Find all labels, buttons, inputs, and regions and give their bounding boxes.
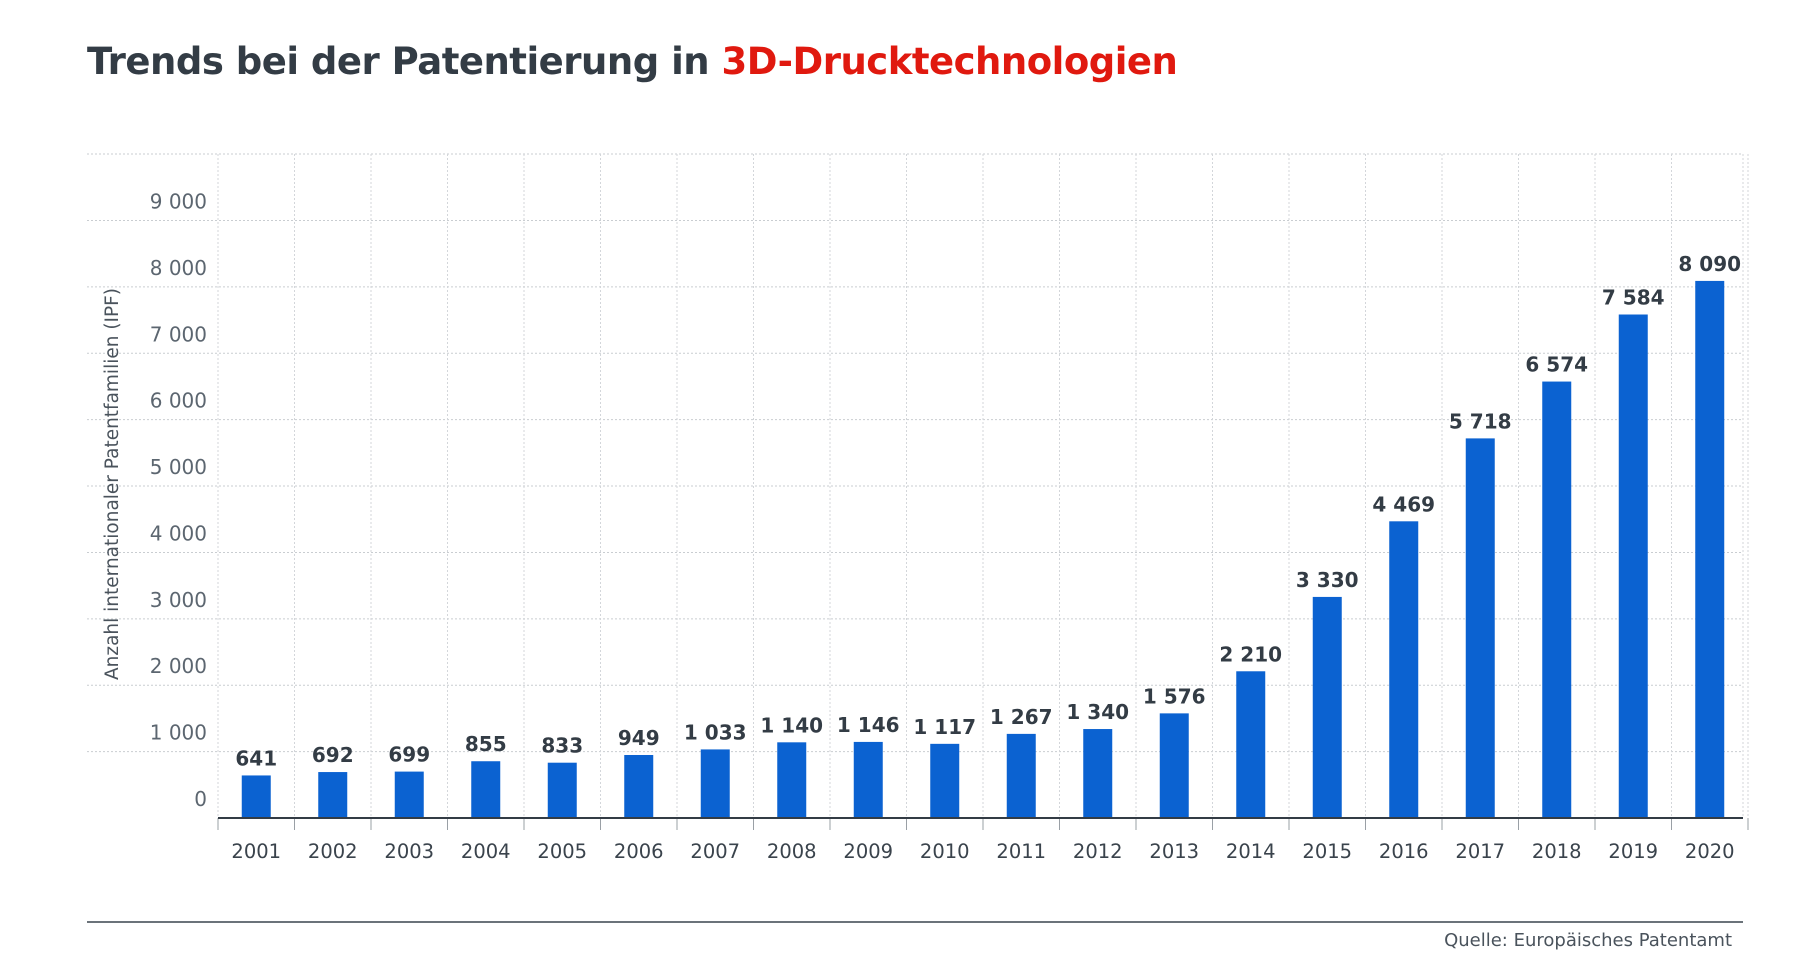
data-label-2004: 855 <box>465 732 507 756</box>
bar-chart: 0 1 000 2 000 3 000 4 000 5 000 6 000 7 000 8 00… <box>87 153 1749 863</box>
data-label-2013: 1 576 <box>1143 684 1206 708</box>
y-tick-label: 3 000 <box>150 588 207 612</box>
y-tick-label: 9 000 <box>150 190 207 214</box>
x-tick-label-2019: 2019 <box>1608 840 1658 863</box>
data-label-2005: 833 <box>541 734 583 758</box>
bar-2003 <box>394 771 424 818</box>
footer-divider <box>87 921 1743 923</box>
data-label-2007: 1 033 <box>684 720 747 744</box>
data-label-2017: 5 718 <box>1449 409 1512 433</box>
data-label-2010: 1 117 <box>913 715 976 739</box>
bar-2001 <box>241 775 271 818</box>
x-tick-label-2005: 2005 <box>537 840 587 863</box>
source-note: Quelle: Europäisches Patentamt <box>1444 930 1732 951</box>
x-tick-label-2016: 2016 <box>1379 840 1429 863</box>
data-label-2019: 7 584 <box>1602 286 1665 310</box>
data-label-2001: 641 <box>235 746 277 770</box>
data-label-2012: 1 340 <box>1066 700 1129 724</box>
x-tick-label-2017: 2017 <box>1455 840 1505 863</box>
x-tick-label-2002: 2002 <box>308 840 358 863</box>
data-label-2015: 3 330 <box>1296 568 1359 592</box>
x-tick-label-2011: 2011 <box>996 840 1046 863</box>
data-label-2011: 1 267 <box>990 705 1053 729</box>
y-tick-label: 2 000 <box>150 654 207 678</box>
bar-2014 <box>1236 671 1266 818</box>
x-tick-label-2003: 2003 <box>384 840 434 863</box>
x-tick-label-2006: 2006 <box>614 840 664 863</box>
bars <box>241 280 1725 818</box>
y-tick-label: 0 <box>194 787 207 811</box>
x-tick-label-2004: 2004 <box>461 840 511 863</box>
data-label-2018: 6 574 <box>1525 353 1588 377</box>
y-axis-label: Anzahl internationaler Patentfamilien (I… <box>102 288 123 680</box>
y-tick-label: 7 000 <box>150 322 207 346</box>
x-tick-label-2015: 2015 <box>1302 840 1352 863</box>
bar-2013 <box>1159 713 1189 818</box>
bar-2011 <box>1006 733 1036 818</box>
x-tick-label-2014: 2014 <box>1226 840 1276 863</box>
x-tick-label-2007: 2007 <box>690 840 740 863</box>
bar-2004 <box>471 761 501 818</box>
bar-2017 <box>1465 438 1495 818</box>
x-tick-label-2010: 2010 <box>920 840 970 863</box>
data-labels: 641 692 699 855 833 949 1 033 1 140 1 146 1 117 1 … <box>235 252 1741 771</box>
y-tick-label: 8 000 <box>150 256 207 280</box>
bar-2019 <box>1618 314 1648 818</box>
data-label-2014: 2 210 <box>1219 642 1282 666</box>
data-label-2020: 8 090 <box>1678 252 1741 276</box>
x-tick-label-2009: 2009 <box>843 840 893 863</box>
data-label-2003: 699 <box>388 743 430 767</box>
bar-2007 <box>700 749 730 818</box>
grid <box>87 153 1749 818</box>
bar-2015 <box>1312 596 1342 818</box>
x-axis-ticks: 2001 2002 2003 2004 2005 2006 2007 2008 2009 2010… <box>217 818 1749 863</box>
y-tick-label: 6 000 <box>150 389 207 413</box>
data-label-2016: 4 469 <box>1372 492 1435 516</box>
x-tick-label-2020: 2020 <box>1685 840 1735 863</box>
bar-2010 <box>930 743 960 818</box>
x-tick-label-2013: 2013 <box>1149 840 1199 863</box>
title-highlight: 3D-Drucktechnologien <box>721 40 1178 83</box>
y-tick-label: 4 000 <box>150 521 207 545</box>
y-tick-label: 5 000 <box>150 455 207 479</box>
x-tick-label-2001: 2001 <box>231 840 281 863</box>
data-label-2006: 949 <box>618 726 660 750</box>
bar-2020 <box>1695 280 1725 818</box>
bar-2006 <box>624 754 654 818</box>
title-prefix: Trends bei der Patentierung in <box>87 40 722 83</box>
bar-2008 <box>777 742 807 818</box>
x-tick-label-2008: 2008 <box>767 840 817 863</box>
y-tick-label: 1 000 <box>150 721 207 745</box>
data-label-2002: 692 <box>312 743 354 767</box>
bar-2005 <box>547 762 577 818</box>
x-tick-label-2012: 2012 <box>1073 840 1123 863</box>
bar-2002 <box>318 772 348 818</box>
bar-2009 <box>853 741 883 818</box>
bar-2018 <box>1542 381 1572 818</box>
bar-2016 <box>1389 521 1419 818</box>
y-axis-ticks: 0 1 000 2 000 3 000 4 000 5 000 6 000 7 000 8 00… <box>150 190 207 812</box>
data-label-2008: 1 140 <box>760 713 823 737</box>
x-tick-label-2018: 2018 <box>1532 840 1582 863</box>
chart-title: Trends bei der Patentierung in 3D-Druckt… <box>87 40 1178 83</box>
data-label-2009: 1 146 <box>837 713 900 737</box>
bar-2012 <box>1083 729 1113 818</box>
